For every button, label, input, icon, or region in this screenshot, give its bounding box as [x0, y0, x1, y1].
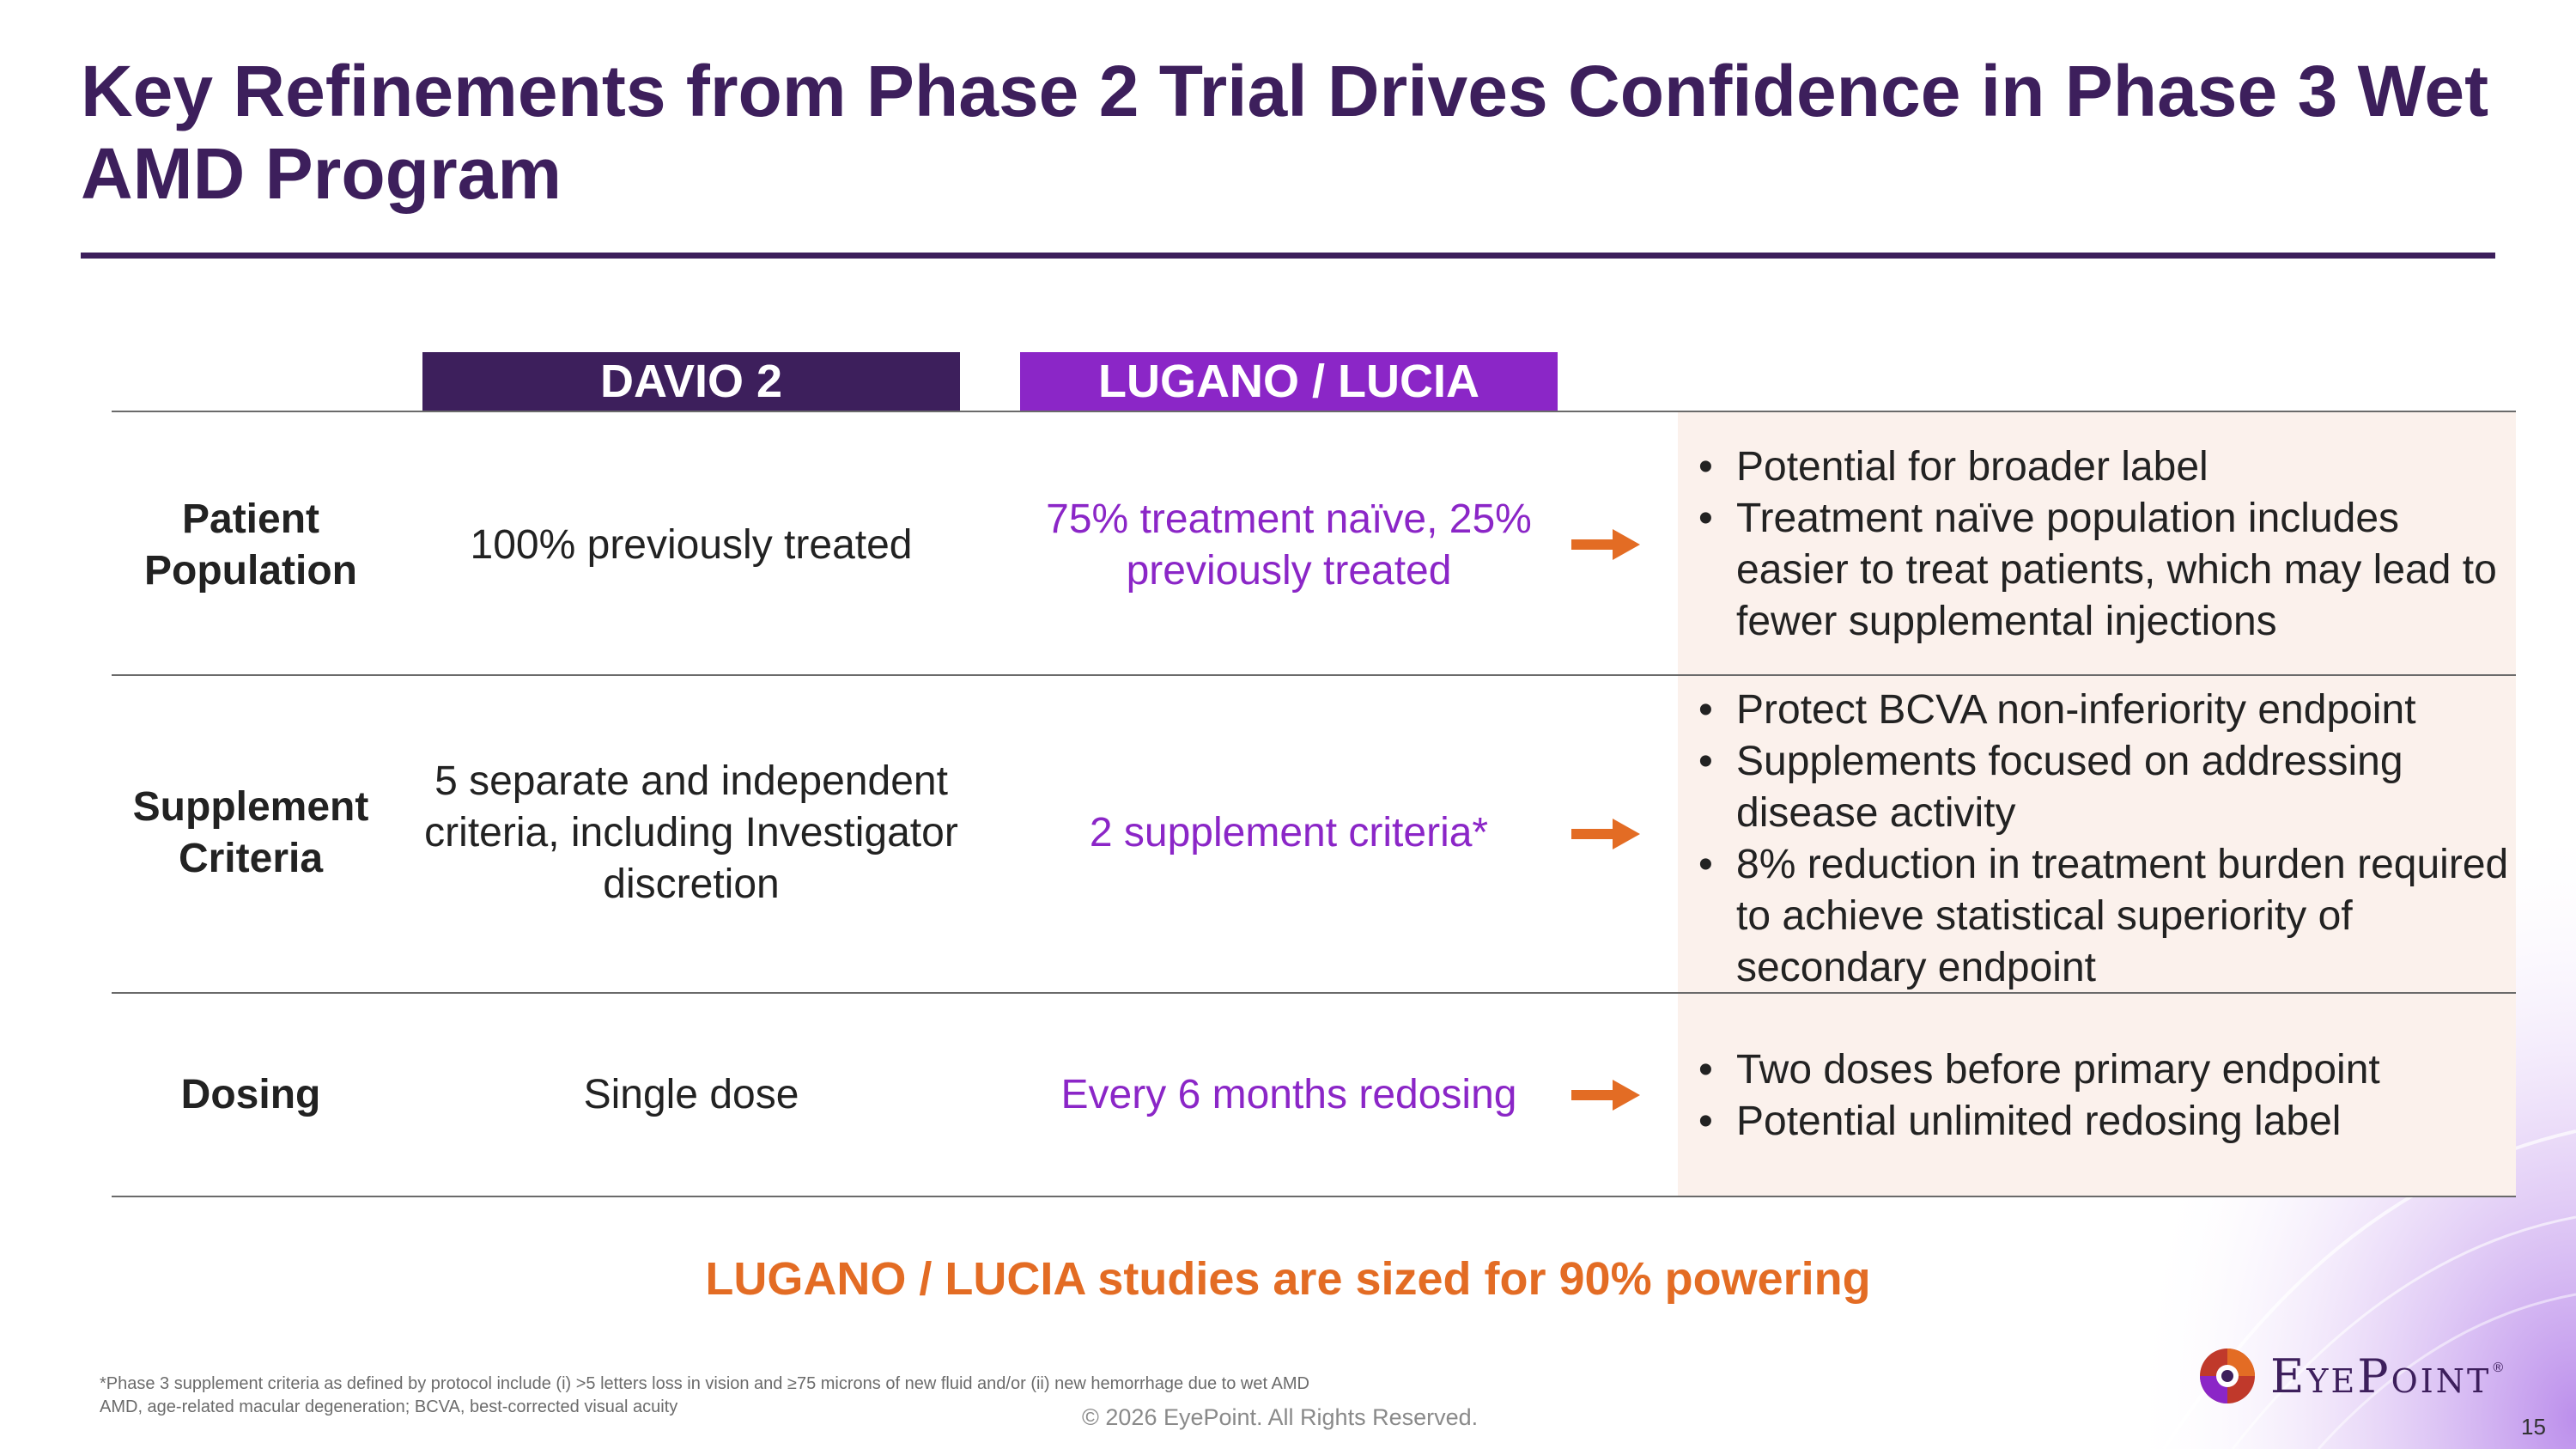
- bullet-item: Potential for broader label: [1698, 441, 2514, 493]
- copyright-notice: © 2026 EyePoint. All Rights Reserved.: [1082, 1404, 1479, 1430]
- eyepoint-logo-icon: [2200, 1349, 2255, 1403]
- dosing-bullets: Two doses before primary endpoint Potent…: [1698, 1044, 2514, 1148]
- title-divider: [81, 253, 2495, 259]
- davio-dosing: Single dose: [583, 1072, 799, 1117]
- lugano-supplement-criteria: 2 supplement criteria*: [1089, 810, 1489, 855]
- footnote-line: AMD, age-related macular degeneration; B…: [100, 1397, 678, 1416]
- row-label-patient-population: Patient Population: [144, 496, 357, 594]
- row-label-dosing: Dosing: [180, 1072, 321, 1117]
- lugano-patient-population: 75% treatment naïve, 25% previously trea…: [1046, 496, 1532, 594]
- right-arrow-icon: [1571, 1080, 1640, 1111]
- davio-patient-population: 100% previously treated: [470, 522, 913, 568]
- davio-supplement-criteria: 5 separate and independent criteria, inc…: [424, 758, 958, 907]
- supplement-criteria-bullets: Protect BCVA non-inferiority endpoint Su…: [1698, 685, 2514, 994]
- powering-callout: LUGANO / LUCIA studies are sized for 90%…: [705, 1253, 1871, 1305]
- table-divider: [112, 992, 2516, 994]
- bullet-item: Protect BCVA non-inferiority endpoint: [1698, 685, 2514, 736]
- bullet-item: 8% reduction in treatment burden require…: [1698, 839, 2514, 994]
- bullet-item: Supplements focused on addressing diseas…: [1698, 736, 2514, 839]
- page-title: Key Refinements from Phase 2 Trial Drive…: [81, 51, 2489, 214]
- footnote-line: *Phase 3 supplement criteria as defined …: [100, 1374, 1309, 1393]
- page-number: 15: [2521, 1414, 2546, 1440]
- company-logo: EyePoint ®: [2198, 1347, 2503, 1405]
- table-divider: [112, 674, 2516, 676]
- bullet-item: Treatment naïve population includes easi…: [1698, 493, 2514, 648]
- row-label-supplement-criteria: Supplement Criteria: [132, 784, 369, 881]
- table-divider: [112, 411, 2516, 412]
- bullet-item: Two doses before primary endpoint: [1698, 1044, 2514, 1096]
- trademark-symbol: ®: [2493, 1361, 2504, 1375]
- patient-population-bullets: Potential for broader label Treatment na…: [1698, 441, 2514, 648]
- column-header-davio: DAVIO 2: [422, 352, 960, 411]
- table-divider: [112, 1196, 2516, 1197]
- right-arrow-icon: [1571, 819, 1640, 849]
- logo-wordmark: EyePoint: [2270, 1349, 2492, 1403]
- right-arrow-icon: [1571, 529, 1640, 560]
- bullet-item: Potential unlimited redosing label: [1698, 1096, 2514, 1148]
- column-header-lugano: LUGANO / LUCIA: [1020, 352, 1558, 411]
- footnotes: *Phase 3 supplement criteria as defined …: [100, 1373, 1309, 1419]
- lugano-dosing: Every 6 months redosing: [1060, 1072, 1517, 1117]
